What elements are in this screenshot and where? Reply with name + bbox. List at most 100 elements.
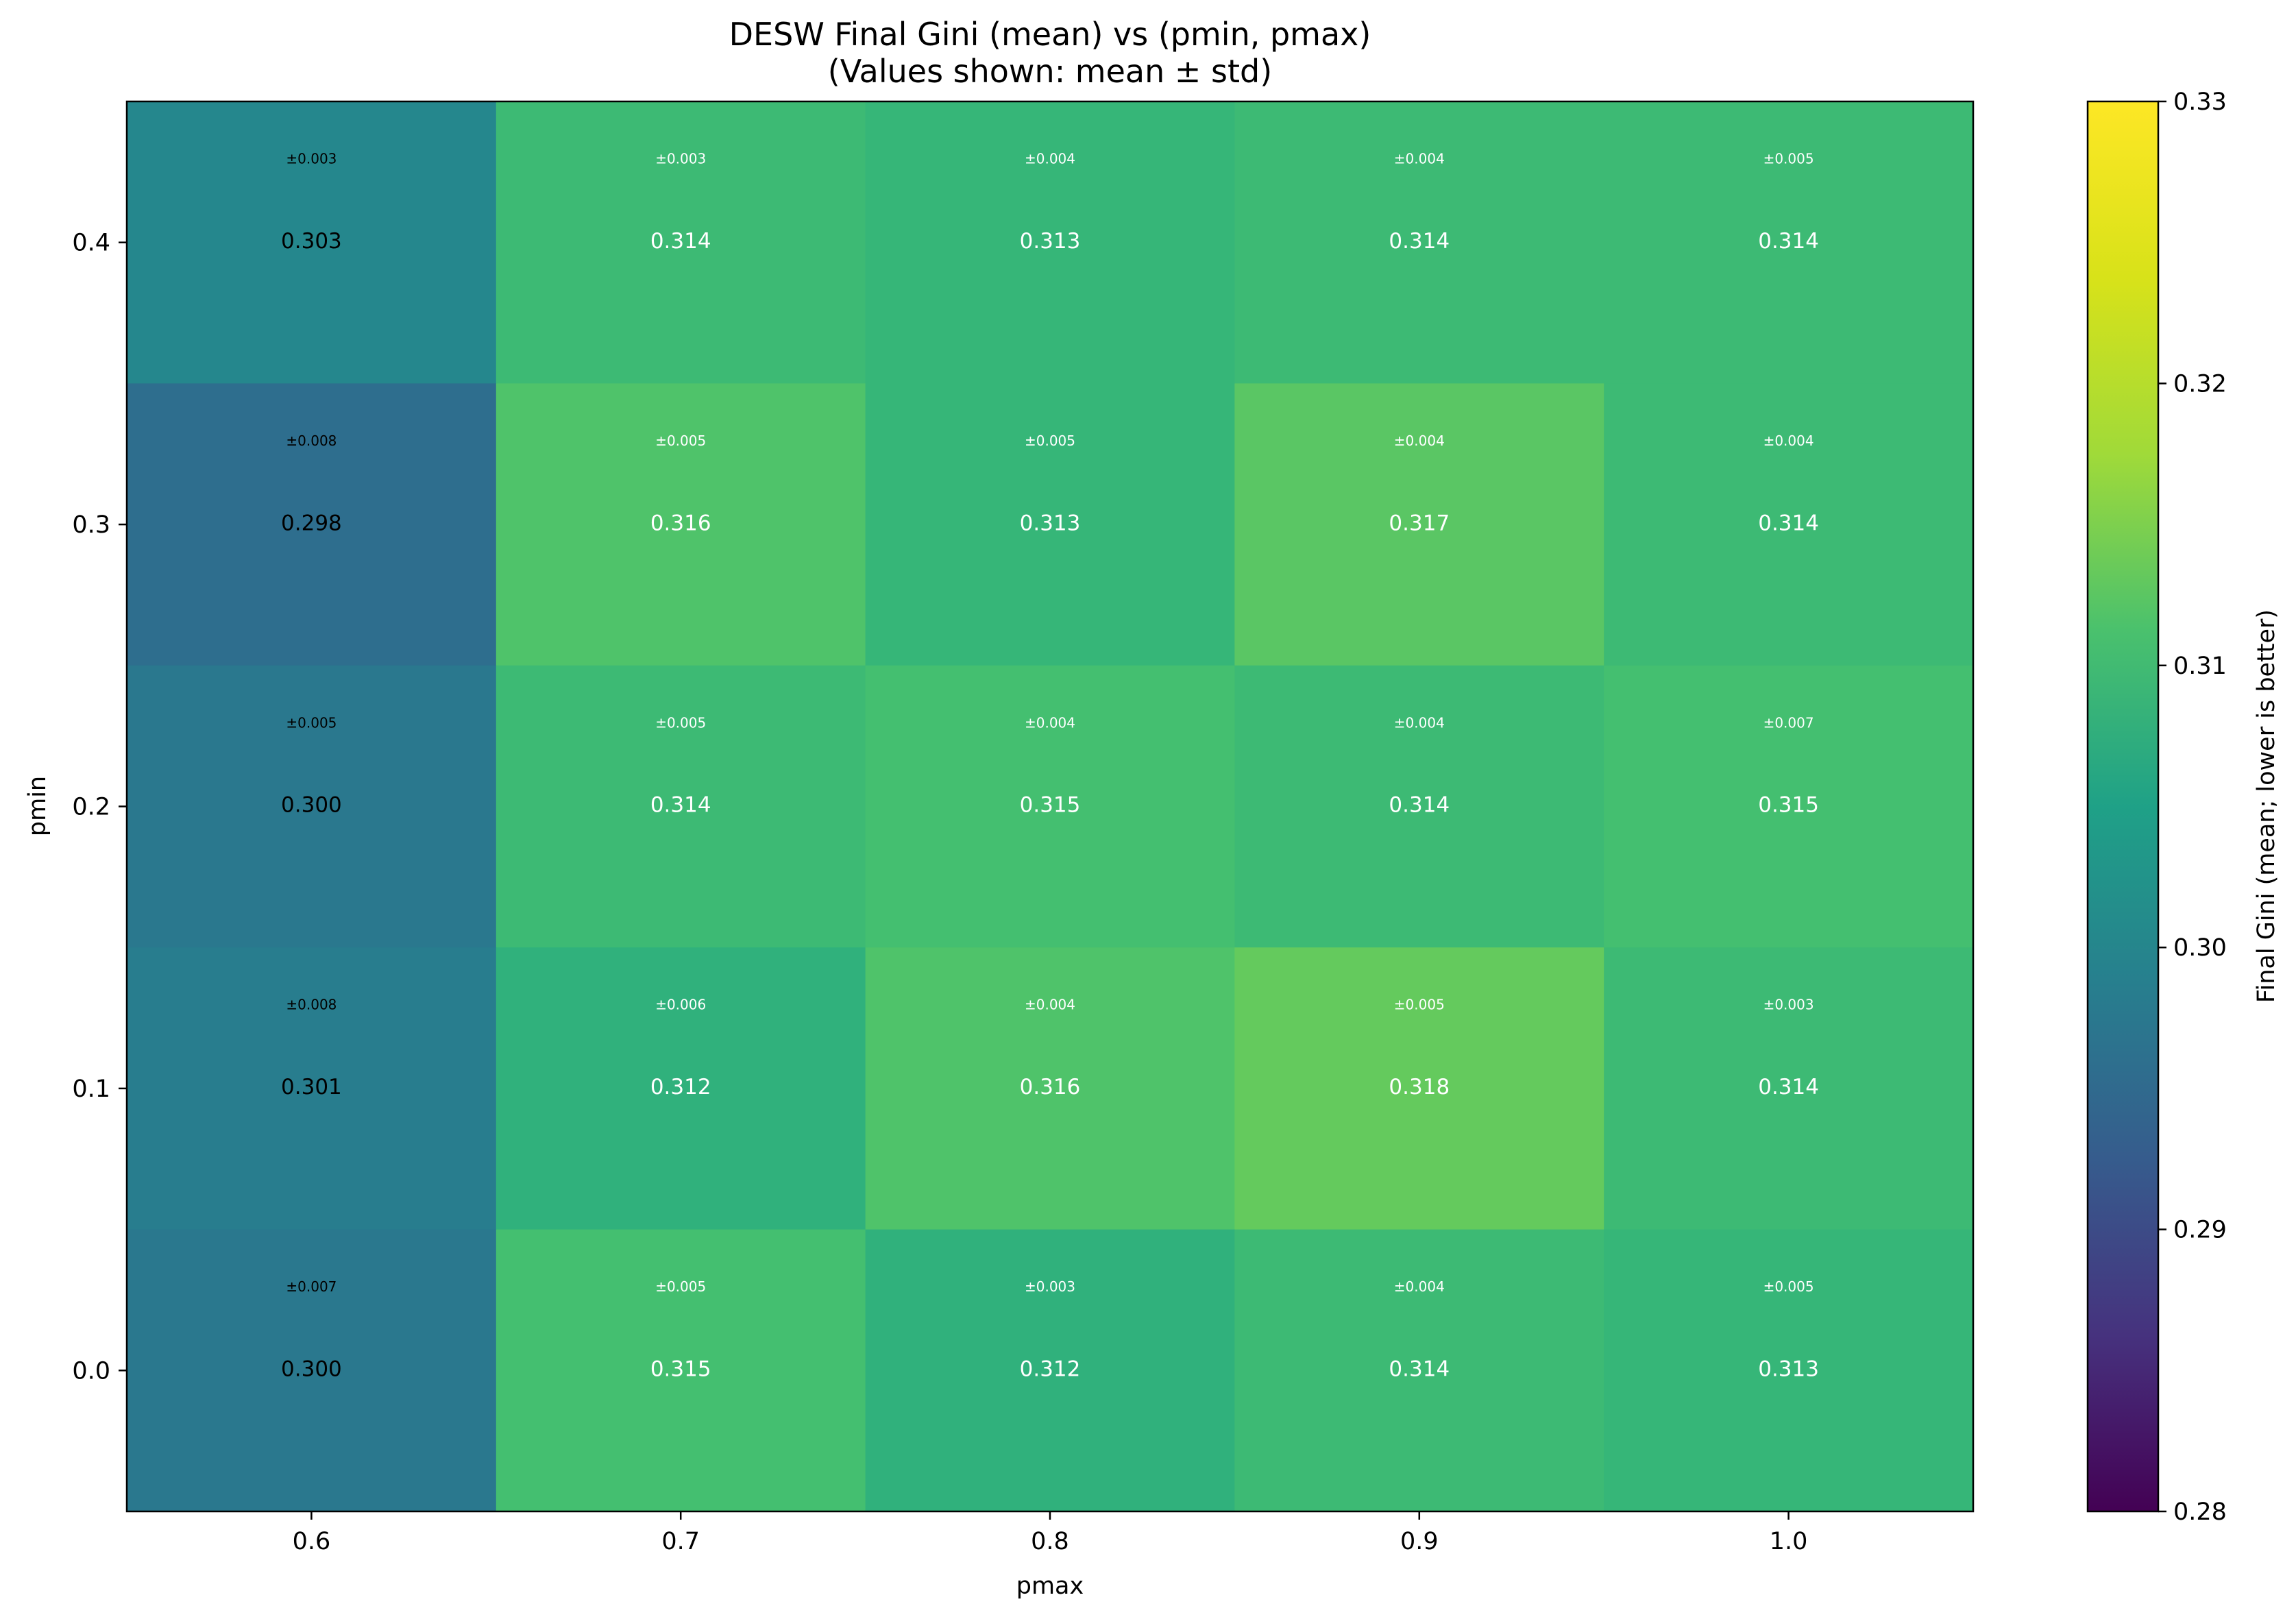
y-tick-label: 0.2 — [72, 794, 110, 821]
cell-std-label: ±0.004 — [1763, 433, 1814, 449]
cell-mean-label: 0.300 — [281, 1357, 342, 1382]
heatmap-cell — [1234, 947, 1604, 1230]
cell-std-label: ±0.005 — [286, 714, 337, 731]
cell-mean-label: 0.314 — [1389, 229, 1450, 254]
heatmap-cell — [127, 1229, 497, 1512]
cell-mean-label: 0.298 — [281, 511, 342, 535]
colorbar-tick-label: 0.32 — [2173, 370, 2227, 398]
y-tick-label: 0.1 — [72, 1075, 110, 1103]
cell-mean-label: 0.312 — [650, 1075, 711, 1099]
cell-mean-label: 0.315 — [1020, 793, 1081, 818]
cell-std-label: ±0.005 — [1763, 151, 1814, 167]
colorbar-ticks: 0.28 0.29 0.30 0.31 0.32 0.33 — [2158, 88, 2227, 1526]
x-axis-ticks: 0.6 0.7 0.8 0.9 1.0 — [293, 1511, 1808, 1555]
cell-std-label: ±0.007 — [286, 1278, 337, 1295]
cell-std-label: ±0.004 — [1025, 151, 1075, 167]
cell-std-label: ±0.005 — [655, 1278, 706, 1295]
cell-mean-label: 0.314 — [1389, 1357, 1450, 1382]
colorbar — [2086, 100, 2160, 1513]
cell-std-label: ±0.005 — [1025, 433, 1075, 449]
colorbar-label: Final Gini (mean; lower is better) — [2253, 609, 2280, 1003]
heatmap-cell — [1604, 947, 1974, 1230]
chart-subtitle: (Values shown: mean ± std) — [828, 53, 1272, 90]
cell-mean-label: 0.314 — [650, 793, 711, 818]
heatmap-cell — [865, 665, 1235, 948]
cell-mean-label: 0.314 — [1758, 1075, 1819, 1099]
x-axis-label: pmax — [1016, 1572, 1084, 1600]
heatmap-cell — [496, 665, 866, 948]
cell-std-label: ±0.003 — [655, 151, 706, 167]
cell-std-label: ±0.004 — [1394, 151, 1445, 167]
colorbar-tick-label: 0.28 — [2173, 1498, 2227, 1526]
cell-mean-label: 0.317 — [1389, 511, 1450, 535]
heatmap-cell — [496, 947, 866, 1230]
cell-mean-label: 0.318 — [1389, 1075, 1450, 1099]
cell-std-label: ±0.003 — [286, 151, 337, 167]
colorbar-tick-label: 0.30 — [2173, 934, 2227, 962]
cell-mean-label: 0.316 — [1020, 1075, 1081, 1099]
heatmap-cell — [496, 101, 866, 384]
cell-std-label: ±0.008 — [286, 433, 337, 449]
heatmap-cell — [496, 1229, 866, 1512]
cell-std-label: ±0.003 — [1025, 1278, 1075, 1295]
heatmap-cells — [127, 101, 1974, 1512]
cell-mean-label: 0.314 — [650, 229, 711, 254]
cell-std-label: ±0.004 — [1025, 714, 1075, 731]
cell-mean-label: 0.301 — [281, 1075, 342, 1099]
cell-mean-label: 0.300 — [281, 793, 342, 818]
cell-mean-label: 0.314 — [1389, 793, 1450, 818]
cell-std-label: ±0.006 — [655, 997, 706, 1013]
colorbar-tick-label: 0.29 — [2173, 1217, 2227, 1244]
cell-std-label: ±0.005 — [655, 714, 706, 731]
x-tick-label: 0.6 — [293, 1528, 331, 1555]
heatmap-cell — [127, 383, 497, 666]
cell-mean-label: 0.313 — [1758, 1357, 1819, 1382]
cell-mean-label: 0.303 — [281, 229, 342, 254]
heatmap-cell — [127, 947, 497, 1230]
cell-std-label: ±0.004 — [1394, 714, 1445, 731]
cell-mean-label: 0.313 — [1020, 511, 1081, 535]
cell-mean-label: 0.312 — [1020, 1357, 1081, 1382]
cell-std-label: ±0.005 — [655, 433, 706, 449]
y-axis-label: pmin — [24, 776, 51, 836]
heatmap-cell — [127, 665, 497, 948]
cell-mean-label: 0.316 — [650, 511, 711, 535]
heatmap-cell — [1604, 383, 1974, 666]
heatmap-cell — [865, 1229, 1235, 1512]
heatmap-cell — [496, 383, 866, 666]
cell-mean-label: 0.315 — [1758, 793, 1819, 818]
heatmap-cell-labels: ±0.003 0.303 ±0.003 0.314 ±0.004 0.313 ±0.004 0… — [281, 151, 1819, 1382]
heatmap-cell — [1234, 1229, 1604, 1512]
y-tick-label: 0.0 — [72, 1357, 110, 1385]
heatmap-cell — [1234, 101, 1604, 384]
x-tick-label: 0.9 — [1400, 1528, 1439, 1555]
heatmap-cell — [127, 101, 497, 384]
colorbar-tick-label: 0.33 — [2173, 88, 2227, 116]
heatmap-cell — [1234, 665, 1604, 948]
cell-std-label: ±0.007 — [1763, 714, 1814, 731]
heatmap-cell — [1234, 383, 1604, 666]
cell-std-label: ±0.005 — [1394, 997, 1445, 1013]
chart-title: DESW Final Gini (mean) vs (pmin, pmax) — [729, 16, 1371, 53]
cell-std-label: ±0.003 — [1763, 997, 1814, 1013]
heatmap-cell — [865, 947, 1235, 1230]
cell-mean-label: 0.314 — [1758, 511, 1819, 535]
cell-mean-label: 0.315 — [650, 1357, 711, 1382]
heatmap-cell — [1604, 1229, 1974, 1512]
cell-std-label: ±0.004 — [1025, 997, 1075, 1013]
colorbar-tick-label: 0.31 — [2173, 653, 2227, 680]
cell-std-label: ±0.008 — [286, 997, 337, 1013]
heatmap-cell — [1604, 101, 1974, 384]
x-tick-label: 1.0 — [1770, 1528, 1808, 1555]
cell-std-label: ±0.004 — [1394, 433, 1445, 449]
heatmap-cell — [865, 383, 1235, 666]
heatmap-cell — [865, 101, 1235, 384]
y-axis-ticks: 0.4 0.3 0.2 0.1 0.0 — [72, 230, 127, 1385]
x-tick-label: 0.8 — [1031, 1528, 1069, 1555]
cell-mean-label: 0.314 — [1758, 229, 1819, 254]
y-tick-label: 0.4 — [72, 230, 110, 257]
heatmap-cell — [1604, 665, 1974, 948]
y-tick-label: 0.3 — [72, 511, 110, 539]
cell-mean-label: 0.313 — [1020, 229, 1081, 254]
